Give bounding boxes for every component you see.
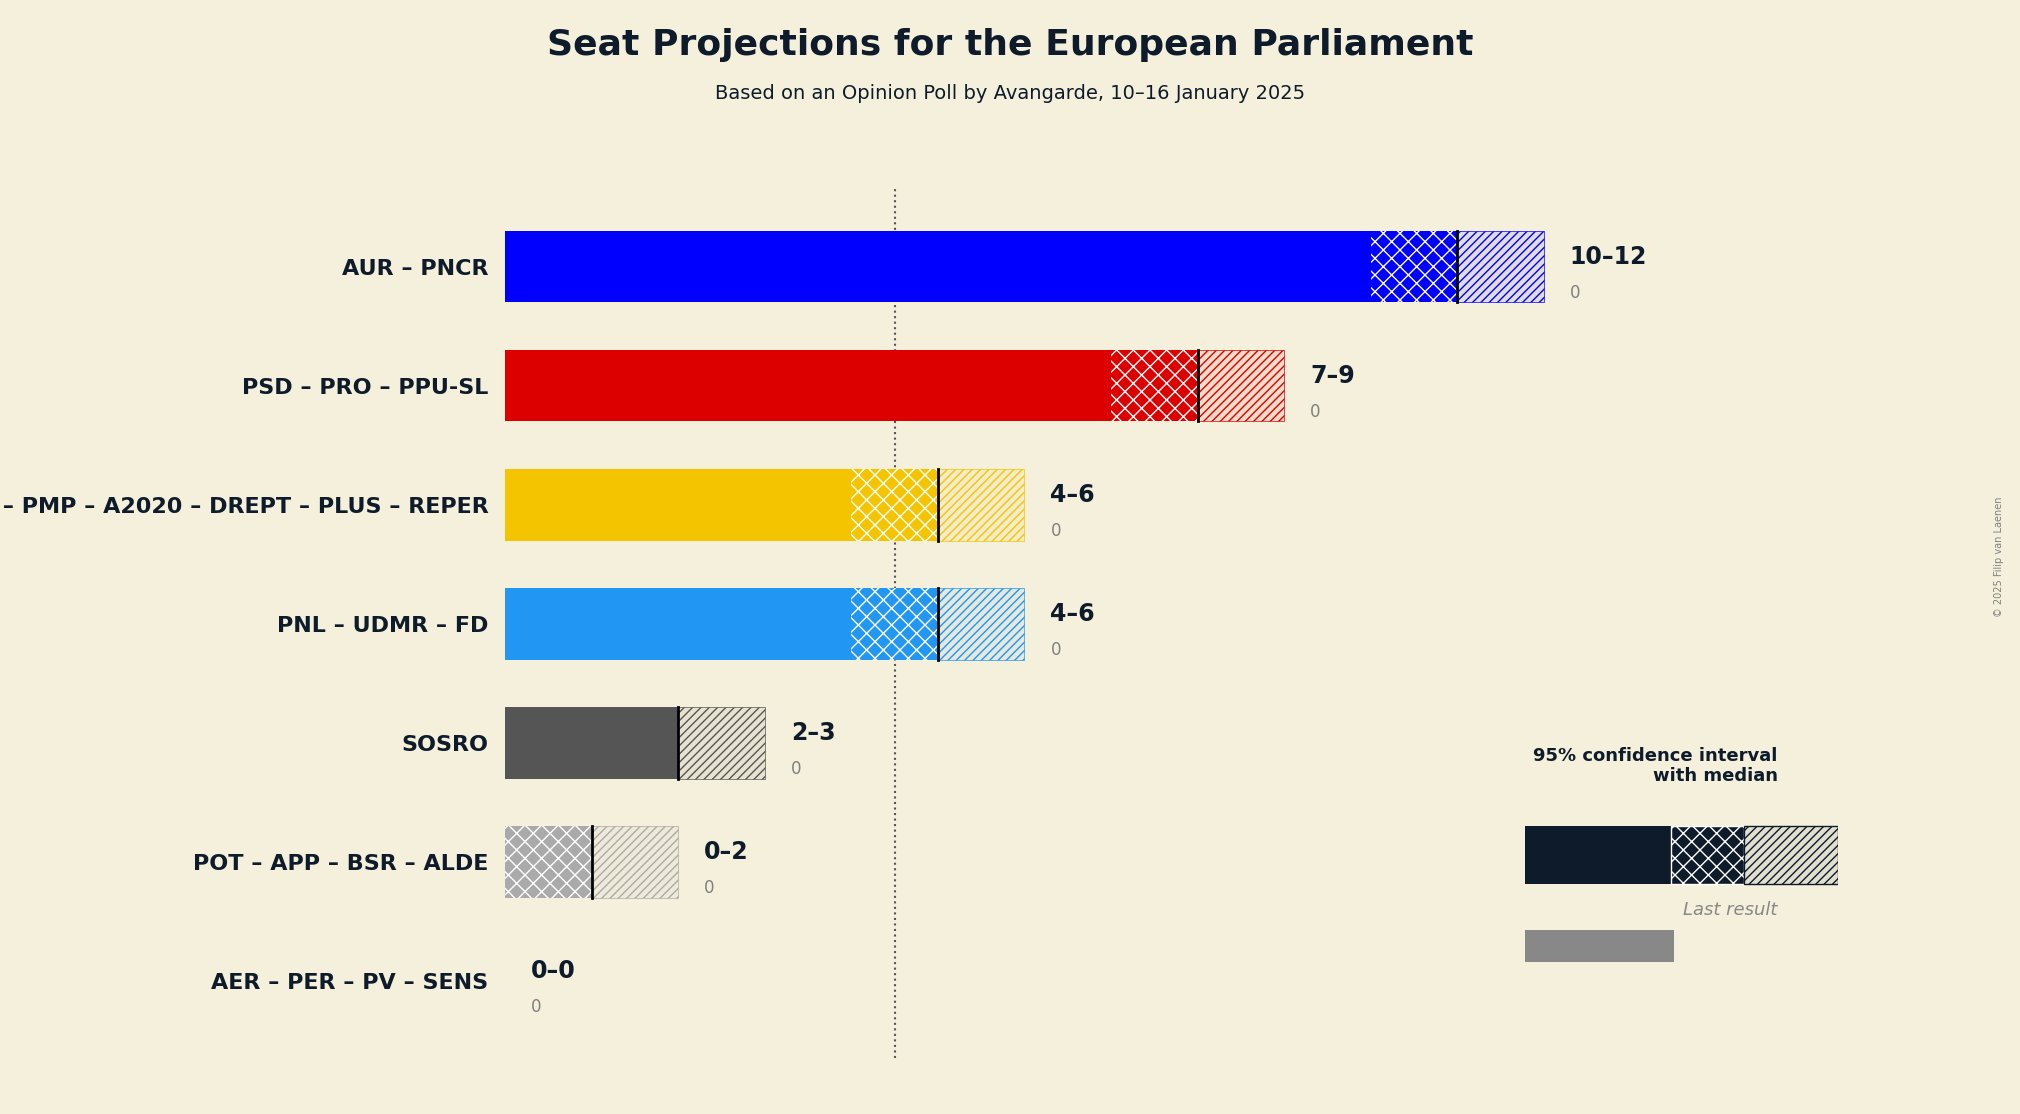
Bar — [1456, 231, 1543, 303]
Bar — [937, 588, 1024, 659]
Text: 7–9: 7–9 — [1311, 364, 1355, 389]
Text: Based on an Opinion Poll by Avangarde, 10–16 January 2025: Based on an Opinion Poll by Avangarde, 1… — [715, 84, 1305, 102]
Text: 0: 0 — [1311, 403, 1321, 421]
Bar — [679, 707, 766, 779]
Text: Last result: Last result — [1683, 901, 1778, 919]
Bar — [1525, 930, 1675, 962]
Bar — [1372, 231, 1456, 303]
Bar — [505, 469, 850, 540]
Text: 95% confidence interval
with median: 95% confidence interval with median — [1533, 746, 1778, 785]
Text: 0: 0 — [790, 760, 802, 778]
Bar — [505, 588, 850, 659]
Text: 0: 0 — [1050, 641, 1060, 659]
Bar — [937, 588, 1024, 659]
Bar — [1525, 825, 1671, 885]
Bar — [1745, 825, 1838, 885]
Bar — [592, 827, 679, 898]
Text: Seat Projections for the European Parliament: Seat Projections for the European Parlia… — [547, 28, 1473, 62]
Text: 4–6: 4–6 — [1050, 603, 1095, 626]
Bar — [937, 469, 1024, 540]
Text: 4–6: 4–6 — [1050, 483, 1095, 507]
Bar — [1456, 231, 1543, 303]
Bar — [1745, 825, 1838, 885]
Bar — [1745, 825, 1838, 885]
Text: 0: 0 — [1570, 284, 1580, 302]
Text: 10–12: 10–12 — [1570, 245, 1646, 270]
Bar — [1111, 350, 1198, 421]
Text: 2–3: 2–3 — [790, 722, 836, 745]
Text: 0: 0 — [705, 879, 715, 897]
Bar — [937, 469, 1024, 540]
Bar — [592, 827, 679, 898]
Bar — [505, 707, 679, 779]
Bar — [592, 827, 679, 898]
Bar — [505, 827, 592, 898]
Bar — [1198, 350, 1285, 421]
Bar — [1198, 350, 1285, 421]
Bar — [850, 588, 937, 659]
Text: © 2025 Filip van Laenen: © 2025 Filip van Laenen — [1994, 497, 2004, 617]
Bar — [1198, 350, 1285, 421]
Bar — [1456, 231, 1543, 303]
Bar — [679, 707, 766, 779]
Bar — [937, 469, 1024, 540]
Bar — [505, 827, 592, 898]
Text: 0–0: 0–0 — [531, 959, 576, 984]
Text: 0–2: 0–2 — [705, 840, 749, 864]
Text: 0: 0 — [1050, 522, 1060, 540]
Bar — [850, 469, 937, 540]
Text: 0: 0 — [531, 998, 541, 1016]
Bar — [937, 588, 1024, 659]
Bar — [679, 707, 766, 779]
Bar — [1671, 825, 1745, 885]
Bar — [505, 231, 1372, 303]
Bar — [505, 350, 1111, 421]
